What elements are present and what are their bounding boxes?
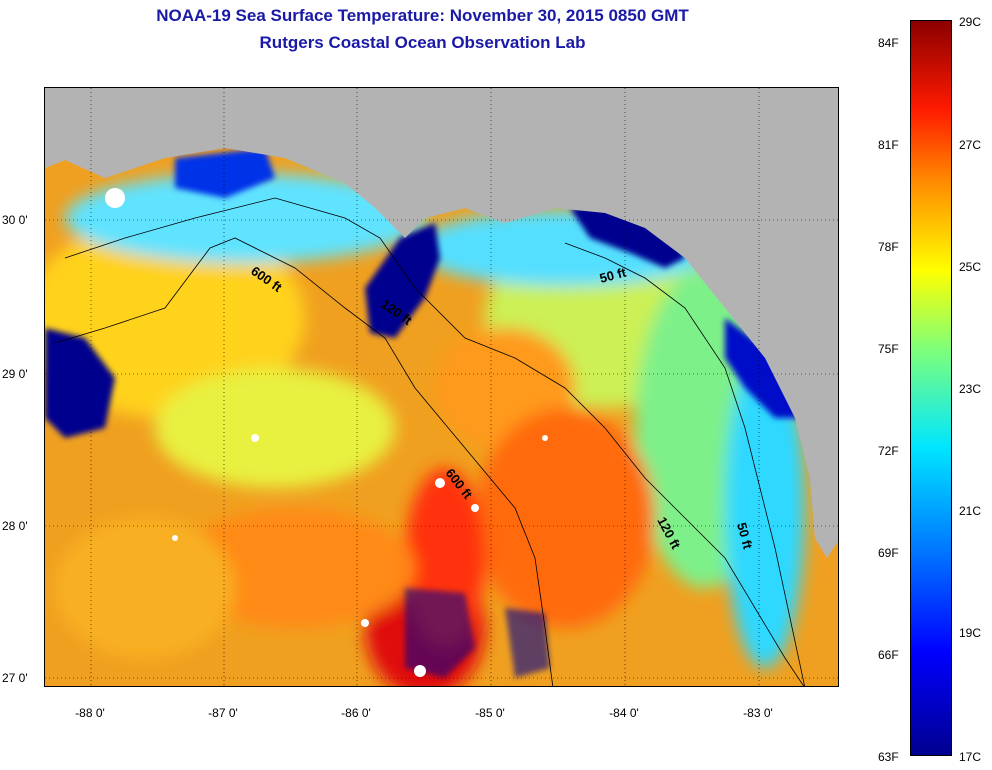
lon-label: -86 0' <box>341 706 371 720</box>
lat-label: 29 0' <box>2 367 28 381</box>
temperature-colorbar <box>910 20 952 756</box>
lat-label: 28 0' <box>2 519 28 533</box>
lon-label: -87 0' <box>208 706 238 720</box>
colorbar-fahrenheit-label: 66F <box>878 648 899 662</box>
colorbar-celsius-label: 17C <box>959 750 982 764</box>
colorbar-celsius-label: 25C <box>959 260 982 274</box>
lat-label: 27 0' <box>2 671 28 685</box>
map-subtitle: Rutgers Coastal Ocean Observation Lab <box>259 33 586 52</box>
colorbar-fahrenheit-label: 78F <box>878 240 899 254</box>
colorbar-celsius-label: 27C <box>959 138 982 152</box>
colorbar-fahrenheit-label: 84F <box>878 36 899 50</box>
sst-map: 600 ft 120 ft 50 ft 600 ft 120 ft 50 ft <box>44 87 839 687</box>
colorbar-fahrenheit-label: 81F <box>878 138 899 152</box>
colorbar-celsius-label: 29C <box>959 15 982 29</box>
colorbar-fahrenheit-label: 63F <box>878 750 899 764</box>
colorbar-fahrenheit-label: 72F <box>878 444 899 458</box>
lon-label: -83 0' <box>743 706 773 720</box>
colorbar-fahrenheit-label: 75F <box>878 342 899 356</box>
graticule <box>45 88 838 686</box>
lon-label: -85 0' <box>475 706 505 720</box>
colorbar-celsius-label: 19C <box>959 626 982 640</box>
land-mass <box>45 88 838 558</box>
colorbar-fahrenheit-label: 69F <box>878 546 899 560</box>
lon-label: -84 0' <box>609 706 639 720</box>
contour-label: 50 ft <box>598 264 628 286</box>
lon-label: -88 0' <box>75 706 105 720</box>
colorbar-celsius-label: 21C <box>959 504 982 518</box>
contour-label: 50 ft <box>734 521 756 551</box>
colorbar-celsius-label: 23C <box>959 382 982 396</box>
map-title: NOAA-19 Sea Surface Temperature: Novembe… <box>156 6 689 25</box>
ocean-area <box>45 148 838 686</box>
lat-label: 30 0' <box>2 213 28 227</box>
